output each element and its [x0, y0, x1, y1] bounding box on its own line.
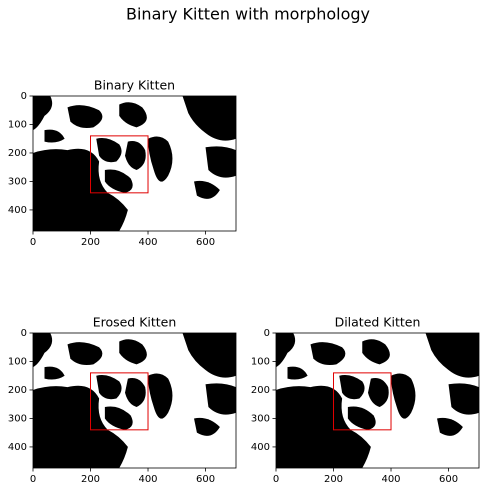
y-tick-label: 100: [251, 356, 270, 367]
y-tick-label: 0: [21, 328, 27, 339]
roi-box: [90, 135, 149, 194]
roi-box: [333, 372, 392, 431]
y-tick-label: 200: [251, 385, 270, 396]
x-tick-label: 600: [196, 474, 215, 485]
binary-image: [33, 333, 236, 468]
x-tick-label: 400: [381, 474, 400, 485]
axes-frame: [32, 95, 237, 232]
subplot-title: Binary Kitten: [94, 78, 175, 93]
y-tick-label: 200: [8, 385, 27, 396]
y-tick-label: 400: [251, 442, 270, 453]
y-tick-label: 300: [251, 413, 270, 424]
x-tick-label: 0: [30, 237, 36, 248]
y-tick-label: 100: [8, 119, 27, 130]
x-tick-label: 600: [439, 474, 458, 485]
x-tick-label: 0: [273, 474, 279, 485]
x-tick-label: 200: [81, 474, 100, 485]
y-tick-label: 300: [8, 176, 27, 187]
y-tick-label: 300: [8, 413, 27, 424]
axes-frame: [275, 332, 480, 469]
binary-image: [276, 333, 479, 468]
y-tick-label: 100: [8, 356, 27, 367]
x-tick-label: 200: [324, 474, 343, 485]
y-tick-label: 200: [8, 148, 27, 159]
y-tick-label: 0: [264, 328, 270, 339]
subplot-title: Dilated Kitten: [335, 315, 421, 330]
axes-frame: [32, 332, 237, 469]
x-tick-label: 600: [196, 237, 215, 248]
subplot-title: Erosed Kitten: [93, 315, 177, 330]
figure-title: Binary Kitten with morphology: [126, 5, 370, 24]
x-tick-label: 400: [138, 237, 157, 248]
y-tick-label: 0: [21, 91, 27, 102]
y-tick-label: 400: [8, 442, 27, 453]
x-tick-label: 400: [138, 474, 157, 485]
binary-image: [33, 96, 236, 231]
x-tick-label: 200: [81, 237, 100, 248]
x-tick-label: 0: [30, 474, 36, 485]
y-tick-label: 400: [8, 205, 27, 216]
roi-box: [90, 372, 149, 431]
